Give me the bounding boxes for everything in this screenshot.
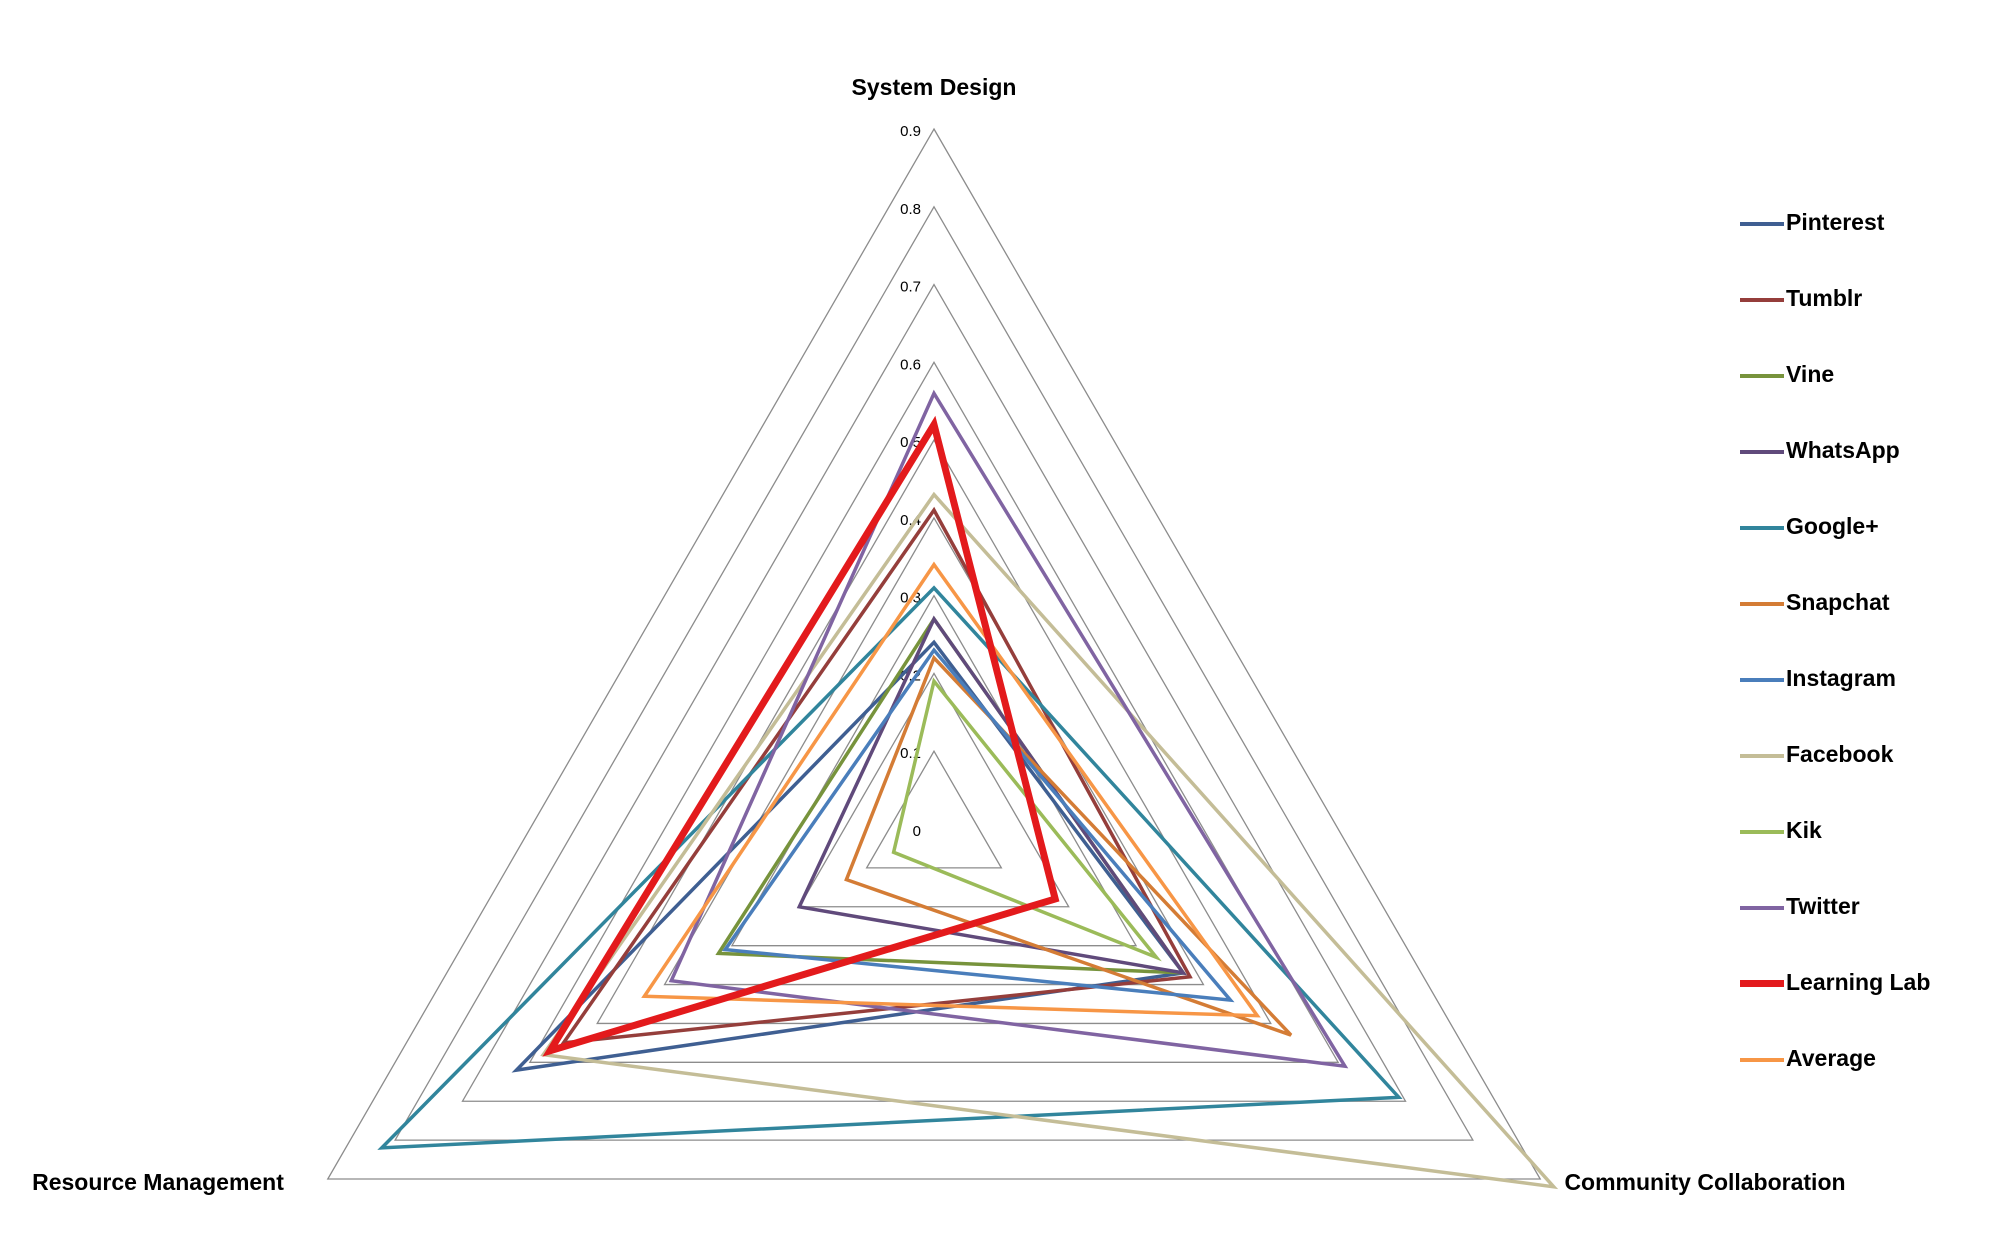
tick-label-0-9: 0.9 <box>900 123 921 140</box>
legend-label: Google+ <box>1786 513 1879 539</box>
legend-item-tumblr: Tumblr <box>1740 281 1980 357</box>
series-instagram <box>722 647 1235 1003</box>
chart-legend: Pinterest Tumblr Vine WhatsApp Google+ Snapch… <box>1740 205 1980 1117</box>
legend-label: Average <box>1786 1045 1876 1071</box>
legend-label: Vine <box>1786 361 1835 387</box>
legend-item-twitter: Twitter <box>1740 889 1980 965</box>
series-snapchat <box>844 654 1293 1037</box>
legend-item-facebook: Facebook <box>1740 737 1980 813</box>
legend-swatch <box>1740 754 1784 758</box>
legend-item-average: Average <box>1740 1041 1980 1117</box>
legend-swatch <box>1740 450 1784 454</box>
grid-ring-0-5 <box>596 438 1272 1025</box>
legend-item-pinterest: Pinterest <box>1740 205 1980 281</box>
grid-ring-0-2 <box>798 672 1070 908</box>
legend-label: Pinterest <box>1786 209 1885 235</box>
grid-ring-0-7 <box>461 283 1407 1102</box>
series-google <box>377 585 1403 1150</box>
legend-item-kik: Kik <box>1740 813 1980 889</box>
legend-swatch <box>1740 980 1784 987</box>
axis-label-community-collaboration: Community Collaboration <box>1564 1169 1845 1195</box>
tick-label-0-6: 0.6 <box>900 356 921 373</box>
legend-item-learning-lab: Learning Lab <box>1740 965 1980 1041</box>
series-pinterest <box>511 639 1187 1073</box>
legend-swatch <box>1740 374 1784 378</box>
series-facebook <box>540 491 1559 1190</box>
legend-label: Instagram <box>1786 665 1896 691</box>
legend-swatch <box>1740 1058 1784 1062</box>
axis-label-resource-management: Resource Management <box>32 1169 284 1195</box>
legend-swatch <box>1740 830 1784 834</box>
grid-ring-0-1 <box>865 749 1003 869</box>
radar-grid <box>326 127 1542 1180</box>
radar-series <box>377 389 1559 1190</box>
legend-label: Snapchat <box>1786 589 1890 615</box>
tick-label-0: 0 <box>913 823 921 840</box>
tick-label-0-7: 0.7 <box>900 279 921 296</box>
series-learning-lab <box>542 415 1060 1057</box>
grid-ring-0-6 <box>528 361 1340 1063</box>
grid-ring-0-9 <box>326 127 1542 1180</box>
tick-label-0-8: 0.8 <box>900 201 921 218</box>
legend-item-snapchat: Snapchat <box>1740 585 1980 661</box>
legend-swatch <box>1740 526 1784 530</box>
legend-label: Tumblr <box>1786 285 1863 311</box>
legend-swatch <box>1740 602 1784 606</box>
legend-label: Facebook <box>1786 741 1894 767</box>
series-average <box>641 561 1261 1018</box>
legend-label: WhatsApp <box>1786 437 1900 463</box>
axis-label-system-design: System Design <box>852 74 1017 100</box>
legend-item-whatsapp: WhatsApp <box>1740 433 1980 509</box>
legend-label: Twitter <box>1786 893 1860 919</box>
legend-label: Kik <box>1786 817 1822 843</box>
legend-swatch <box>1740 906 1784 910</box>
legend-swatch <box>1740 222 1784 226</box>
grid-ring-0-8 <box>394 205 1474 1141</box>
series-tumblr <box>559 506 1193 1046</box>
legend-item-google: Google+ <box>1740 509 1980 585</box>
legend-item-instagram: Instagram <box>1740 661 1980 737</box>
legend-label: Learning Lab <box>1786 969 1931 995</box>
series-twitter <box>668 389 1349 1069</box>
legend-item-vine: Vine <box>1740 357 1980 433</box>
legend-swatch <box>1740 678 1784 682</box>
legend-swatch <box>1740 298 1784 302</box>
tick-label-0-4: 0.4 <box>900 512 921 529</box>
